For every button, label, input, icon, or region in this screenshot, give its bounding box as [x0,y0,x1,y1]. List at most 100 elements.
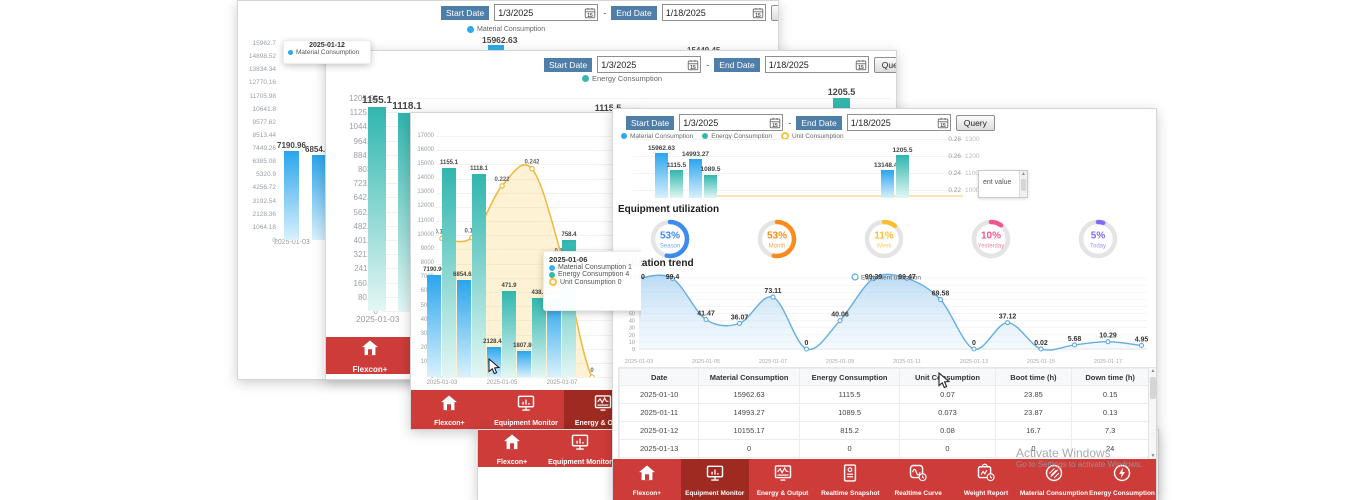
table-cell: 1089.5 [798,403,901,422]
y-axis-label: 4256.72 [252,184,277,192]
svg-text:99.39: 99.39 [865,274,883,281]
svg-text:53%: 53% [660,231,680,242]
nav-tab-flexcon[interactable]: Flexcon+ [326,337,414,374]
bar-value-label: 438.1 [531,289,547,296]
table-cell: 24 [1071,439,1149,458]
calendar-icon[interactable]: 15 [583,7,597,19]
weight-icon [977,463,995,482]
svg-text:0.242: 0.242 [524,160,540,166]
nav-tab-realtime-snapshot[interactable]: Realtime Snapshot [816,459,885,500]
calendar-icon[interactable]: 15 [686,59,700,71]
calendar-icon[interactable]: 15 [936,117,950,129]
donut-gauge-yesterday: 10% Yesterday [967,215,1015,263]
grid-line [436,277,641,279]
utilization-trend-title: Utilization trend [618,258,694,269]
snapshot-icon [840,463,860,488]
svg-text:40: 40 [629,319,635,325]
legend-item: Material Consumption [621,133,693,140]
x-axis-label: 2025-01-07 [546,380,578,386]
energy-icon [1112,463,1132,488]
grid-line [436,249,641,251]
bar-value-label: 7190.96 [423,267,445,274]
y-axis-label: 803.7 [330,165,378,174]
energy-axis-label: 1300 [965,135,980,143]
date-query-bar: Start Date 15 -End Date 15 Query [544,56,896,73]
svg-text:2025-01-17: 2025-01-17 [1094,359,1122,365]
trend-point [770,294,776,300]
end-date-field[interactable]: 15 [764,56,869,73]
chart-legend: Material Consumption Energy Consumption … [621,132,844,140]
nav-tab-realtime-curve[interactable]: Realtime Curve [884,459,953,500]
table-cell: 7.3 [1071,421,1149,440]
calendar-icon[interactable]: 15 [768,117,782,129]
table-header-cell: Date [619,368,700,386]
y-axis-label: 1044.81 [349,122,378,132]
nav-tab-label: Equipment Monitor [548,458,612,466]
date-range-separator: - [706,59,710,70]
y-axis-label: 14000 [417,175,434,182]
table-header-cell: Material Consumption [698,368,800,386]
trend-point [1105,339,1111,345]
end-date-input[interactable] [662,7,751,18]
trend-point [1138,342,1145,349]
bar-value-label: 1205.5 [827,87,856,97]
monitor-icon [705,463,725,488]
start-date-field[interactable]: 15 [597,56,702,73]
nav-tab-energy-output[interactable]: Energy & Output [748,459,817,500]
svg-text:15: 15 [858,64,864,70]
legend-item: Energy Consumption [702,133,772,140]
calendar-icon[interactable]: 15 [854,59,868,71]
nav-tab-label: Flexcon+ [434,419,465,427]
svg-text:0.02: 0.02 [1034,340,1048,347]
nav-tab-label: Realtime Snapshot [821,490,880,497]
bottom-nav: Flexcon+ Equipment Monitor Energy & Output [411,390,641,429]
nav-tab-flexcon[interactable]: Flexcon+ [411,390,488,429]
end-date-label: End Date [611,5,657,20]
dropdown-option[interactable]: ent value [983,179,1012,186]
nav-tab-equipment-monitor[interactable]: Equipment Monitor [546,430,614,467]
table-cell: 10155.17 [698,421,800,440]
nav-tab-flexcon[interactable]: Flexcon+ [478,430,546,467]
bar-value-label: 758.4 [561,231,577,238]
bar-value-label: 1089.5 [700,166,721,174]
start-date-input[interactable] [680,117,769,128]
table-scrollbar[interactable]: ▲ ▼ [1148,367,1156,461]
dropdown-scrollbar[interactable]: ▲ [1019,171,1027,197]
donut-gauge-today: 5% Today [1074,215,1122,263]
date-query-bar: Start Date 15 -End Date 15 Query [441,4,778,21]
svg-text:15: 15 [755,12,761,18]
nav-tab-flexcon[interactable]: Flexcon+ [613,459,681,500]
start-date-field[interactable]: 15 [679,114,784,131]
bar-value-label: 6854.62 [305,145,334,155]
calendar-icon[interactable]: 15 [751,7,765,19]
table-cell: 0 [798,439,901,458]
table-row: 2025-01-13 0 0 0 0 24 [619,439,1149,458]
energy-dot-icon [582,75,589,82]
nav-tab-weight-report[interactable]: Weight Report [952,459,1020,500]
query-button[interactable]: Query [955,114,995,131]
end-date-field[interactable]: 15 [846,114,951,131]
svg-text:0.222: 0.222 [494,177,510,183]
end-date-field[interactable]: 15 [661,4,766,21]
query-button[interactable]: Query [770,4,778,21]
nav-tab-material-consumption[interactable]: Material Consumption [1019,459,1089,500]
x-axis-label: 2025-01-03 [274,239,310,246]
end-date-input[interactable] [765,59,854,70]
weight-icon [976,463,996,488]
tooltip-row: Material Consumption [296,49,360,56]
nav-tab-energy-consumption[interactable]: Energy Consumption [1088,459,1156,500]
unit-axis-label: 0.22 [948,186,961,194]
end-date-input[interactable] [847,117,936,128]
curve-icon [908,463,928,488]
start-date-input[interactable] [598,59,687,70]
y-axis-label: 12000 [417,203,434,210]
start-date-input[interactable] [495,7,584,18]
query-button[interactable]: Query [873,56,896,73]
nav-tab-equipment-monitor[interactable]: Equipment Monitor [680,459,749,500]
nav-tab-equipment-monitor[interactable]: Equipment Monitor [487,390,565,429]
bar-value-label: 1115.5 [594,102,622,113]
grid-line [436,235,641,237]
start-date-field[interactable]: 15 [494,4,599,21]
dropdown-fragment[interactable]: ent value ▲ [978,170,1028,198]
